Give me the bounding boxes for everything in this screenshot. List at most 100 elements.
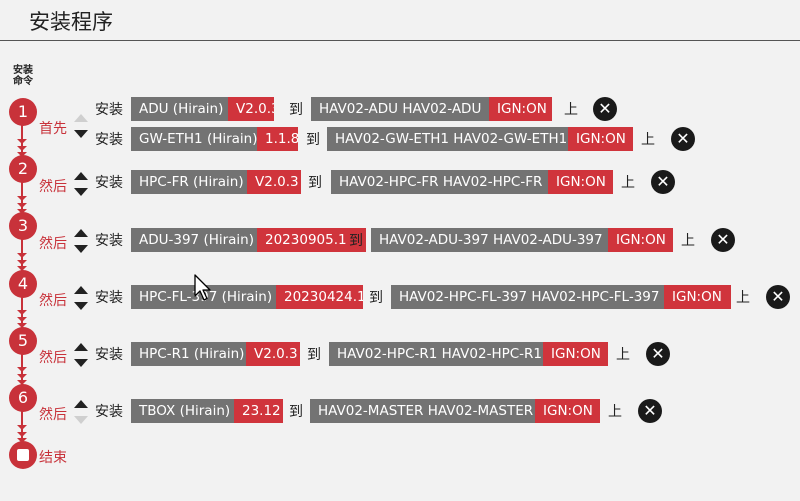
flow-arrow-icon xyxy=(17,323,27,328)
remove-command-button[interactable]: ✕ xyxy=(593,97,617,121)
move-up-icon[interactable] xyxy=(74,343,88,351)
install-command-row: 安装 ADU-397 (Hirain) 20230905.1 到 HAV02-ADU-3… xyxy=(0,228,800,252)
move-up-icon[interactable] xyxy=(74,229,88,237)
flow-arrow-icon xyxy=(17,139,27,144)
to-connector-text: 到 xyxy=(349,233,363,249)
close-icon: ✕ xyxy=(643,401,657,420)
step-number-badge: 4 xyxy=(9,270,37,298)
package-selector[interactable]: ADU (Hirain) xyxy=(131,97,228,121)
package-selector[interactable]: GW-ETH1 (Hirain) xyxy=(131,127,257,151)
remove-command-button[interactable]: ✕ xyxy=(671,127,695,151)
condition-selector[interactable]: IGN:ON xyxy=(608,228,673,252)
on-suffix-text: 上 xyxy=(564,102,578,118)
flow-arrow-icon xyxy=(17,310,27,315)
remove-command-button[interactable]: ✕ xyxy=(638,399,662,423)
end-marker xyxy=(9,441,37,469)
remove-command-button[interactable]: ✕ xyxy=(646,342,670,366)
close-icon: ✕ xyxy=(771,287,785,306)
package-selector[interactable]: HPC-FR (Hirain) xyxy=(131,170,247,194)
on-suffix-text: 上 xyxy=(621,175,635,191)
version-selector[interactable]: 20230424.1 xyxy=(276,285,363,309)
condition-selector[interactable]: IGN:ON xyxy=(548,170,613,194)
condition-selector[interactable]: IGN:ON xyxy=(664,285,731,309)
step-order-label: 首先 xyxy=(39,121,67,137)
install-verb: 安装 xyxy=(95,102,123,118)
remove-command-button[interactable]: ✕ xyxy=(766,285,790,309)
move-down-icon[interactable] xyxy=(74,188,88,196)
remove-command-button[interactable]: ✕ xyxy=(651,170,675,194)
flow-arrow-icon xyxy=(17,317,27,322)
install-command-row: 安装 ADU (Hirain)V2.0.3 到 HAV02-ADU HAV02-ADU… xyxy=(0,97,800,121)
reorder-step-control[interactable] xyxy=(74,398,88,426)
move-down-icon[interactable] xyxy=(74,359,88,367)
install-command-row: 安装 GW-ETH1 (Hirain) 1.1.8 到 HAV02-GW-ETH1 HA… xyxy=(0,127,800,151)
target-ecu-selector[interactable]: HAV02-HPC-R1 HAV02-HPC-R1 xyxy=(329,342,543,366)
target-ecu-selector[interactable]: HAV02-MASTER HAV02-MASTER xyxy=(310,399,535,423)
flow-arrow-icon xyxy=(17,260,27,265)
reorder-step-control[interactable] xyxy=(74,170,88,198)
package-selector[interactable]: TBOX (Hirain) xyxy=(131,399,234,423)
package-selector[interactable]: HPC-R1 (Hirain) xyxy=(131,342,246,366)
condition-selector[interactable]: IGN:ON xyxy=(489,97,552,121)
on-suffix-text: 上 xyxy=(681,233,695,249)
reorder-step-control[interactable] xyxy=(74,284,88,312)
move-down-icon[interactable] xyxy=(74,130,88,138)
flow-arrow-icon xyxy=(17,266,27,271)
step-order-label: 然后 xyxy=(39,407,67,423)
flow-arrow-icon xyxy=(17,367,27,372)
condition-selector[interactable]: IGN:ON xyxy=(543,342,608,366)
move-up-icon[interactable] xyxy=(74,172,88,180)
on-suffix-text: 上 xyxy=(641,132,655,148)
step-order-label: 然后 xyxy=(39,293,67,309)
close-icon: ✕ xyxy=(656,172,670,191)
condition-selector[interactable]: IGN:ON xyxy=(535,399,600,423)
step-order-label: 然后 xyxy=(39,350,67,366)
target-ecu-selector[interactable]: HAV02-HPC-FR HAV02-HPC-FR xyxy=(331,170,548,194)
flow-arrow-icon xyxy=(17,203,27,208)
remove-command-button[interactable]: ✕ xyxy=(711,228,735,252)
flow-arrow-icon xyxy=(17,432,27,437)
install-command-row: 安装 HPC-R1 (Hirain) V2.0.3 到 HAV02-HPC-R1 HAV… xyxy=(0,342,800,366)
step-number-badge: 6 xyxy=(9,384,37,412)
flow-arrow-icon xyxy=(17,374,27,379)
move-down-icon[interactable] xyxy=(74,245,88,253)
move-down-icon xyxy=(74,416,88,424)
reorder-step-control[interactable] xyxy=(74,227,88,255)
move-down-icon[interactable] xyxy=(74,302,88,310)
step-number-badge: 2 xyxy=(9,155,37,183)
on-suffix-text: 上 xyxy=(616,347,630,363)
version-selector[interactable]: 23.12 xyxy=(234,399,283,423)
target-ecu-selector[interactable]: HAV02-GW-ETH1 HAV02-GW-ETH1 xyxy=(327,127,568,151)
target-ecu-selector[interactable]: HAV02-ADU-397 HAV02-ADU-397 xyxy=(371,228,608,252)
move-up-icon[interactable] xyxy=(74,286,88,294)
flow-arrow-icon xyxy=(17,152,27,157)
version-selector[interactable]: V2.0.3 xyxy=(228,97,274,121)
step-number-badge: 1 xyxy=(9,98,37,126)
move-up-icon xyxy=(74,114,88,122)
step-order-label: 然后 xyxy=(39,179,67,195)
reorder-step-control[interactable] xyxy=(74,112,88,140)
install-command-row: 安装 HPC-FR (Hirain) V2.0.3 到 HAV02-HPC-FR HAV… xyxy=(0,170,800,194)
reorder-step-control[interactable] xyxy=(74,341,88,369)
flow-arrow-icon xyxy=(17,438,27,443)
version-selector[interactable]: 20230905.1 xyxy=(257,228,366,252)
flow-arrow-icon xyxy=(17,425,27,430)
target-ecu-selector[interactable]: HAV02-HPC-FL-397 HAV02-HPC-FL-397 xyxy=(391,285,664,309)
condition-selector[interactable]: IGN:ON xyxy=(568,127,633,151)
step-number-badge: 5 xyxy=(9,327,37,355)
move-up-icon[interactable] xyxy=(74,400,88,408)
version-selector[interactable]: V2.0.3 xyxy=(246,342,300,366)
to-connector-text: 到 xyxy=(307,347,321,363)
package-selector[interactable]: ADU-397 (Hirain) xyxy=(131,228,257,252)
header-bar: 安装程序 xyxy=(0,0,800,41)
end-label: 结束 xyxy=(39,450,67,466)
stop-icon xyxy=(17,449,29,461)
version-selector[interactable]: V2.0.3 xyxy=(247,170,301,194)
close-icon: ✕ xyxy=(716,230,730,249)
target-ecu-selector[interactable]: HAV02-ADU HAV02-ADU xyxy=(311,97,489,121)
close-icon: ✕ xyxy=(676,129,690,148)
to-connector-text: 到 xyxy=(289,102,303,118)
version-selector[interactable]: 1.1.8 xyxy=(257,127,298,151)
flow-arrow-icon xyxy=(17,146,27,151)
on-suffix-text: 上 xyxy=(736,290,750,306)
